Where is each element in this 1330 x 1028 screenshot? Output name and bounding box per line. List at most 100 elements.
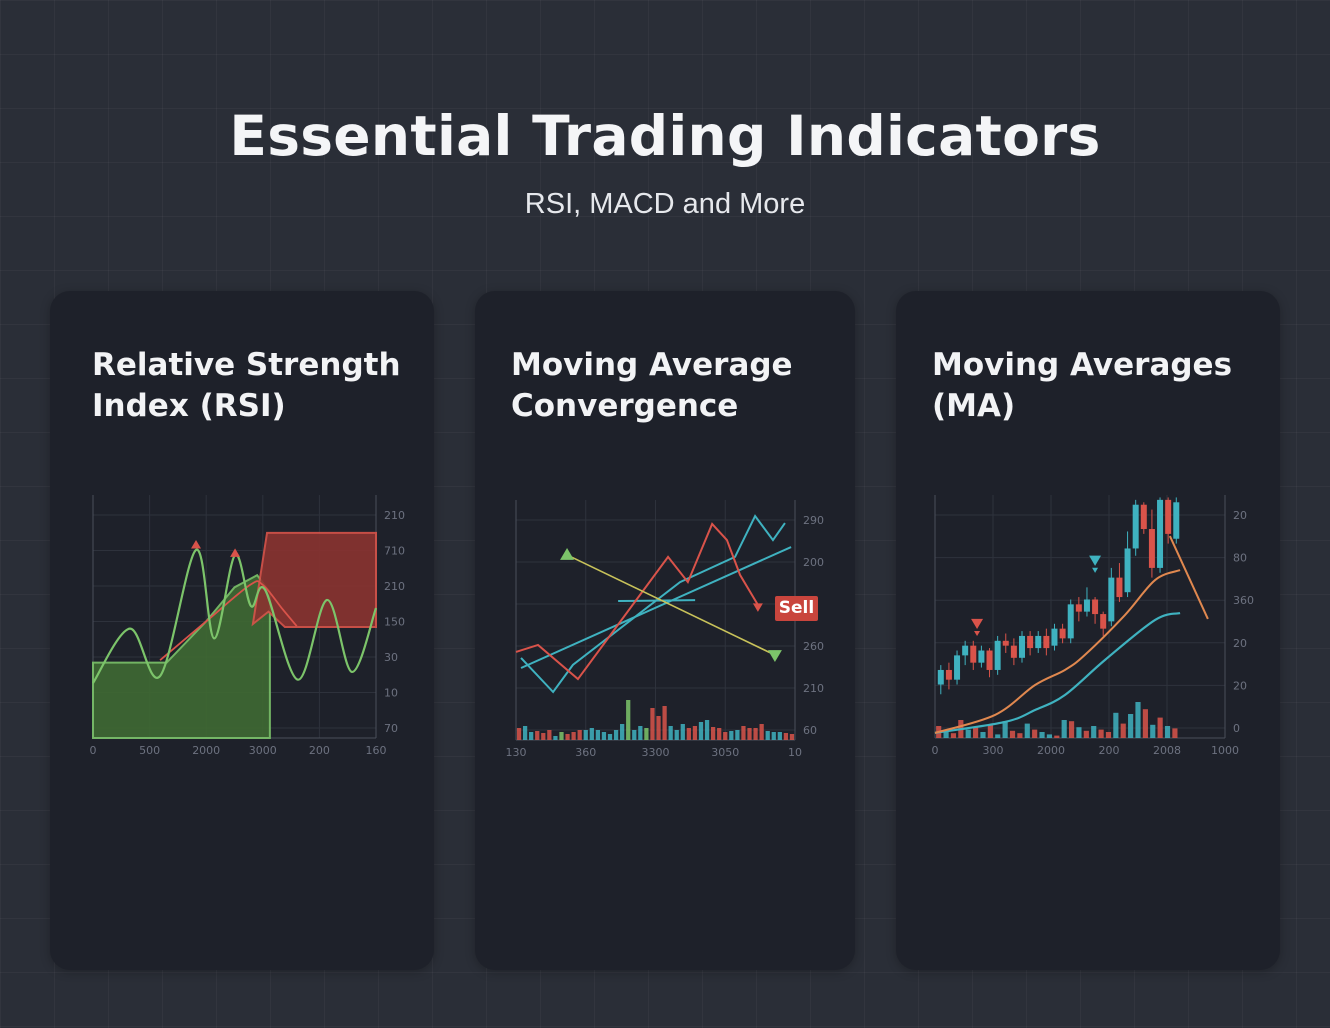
volume-bar bbox=[1164, 726, 1171, 738]
volume-bar bbox=[613, 730, 619, 740]
volume-bar bbox=[1009, 730, 1016, 738]
candle-body bbox=[970, 645, 977, 663]
y-tick-label: 360 bbox=[1233, 594, 1254, 607]
volume-bar bbox=[516, 728, 522, 740]
volume-bar bbox=[547, 730, 552, 740]
volume-bar bbox=[783, 733, 789, 740]
rsi-line bbox=[92, 548, 378, 684]
volume-bar bbox=[741, 726, 746, 740]
volume-bar bbox=[1046, 734, 1053, 738]
candle-body bbox=[1140, 504, 1147, 530]
volume-bar bbox=[650, 708, 655, 740]
y-tick-label: 0 bbox=[1233, 722, 1240, 735]
rsi-chart: 210 710 210 150 30 10 70 0 500 2000 3000 200 160 bbox=[90, 495, 405, 757]
y-tick-label: 70 bbox=[384, 722, 398, 735]
volume-bar bbox=[1128, 714, 1134, 738]
page-title: Essential Trading Indicators bbox=[229, 104, 1101, 168]
candle-body bbox=[1124, 548, 1131, 593]
volume-bar bbox=[1017, 733, 1023, 738]
x-tick-label: 2000 bbox=[1037, 744, 1065, 757]
candle-body bbox=[937, 669, 944, 685]
x-tick-label: 500 bbox=[139, 744, 160, 757]
price-drop-line bbox=[1168, 535, 1209, 620]
y-tick-label: 210 bbox=[384, 509, 405, 522]
volume-bar bbox=[589, 728, 594, 740]
candle-body bbox=[1043, 635, 1050, 649]
candle-body bbox=[1100, 614, 1107, 629]
x-tick-label: 160 bbox=[366, 744, 387, 757]
x-tick-label: 360 bbox=[575, 746, 596, 759]
oversold-zone bbox=[92, 573, 271, 739]
volume-bar bbox=[765, 731, 770, 740]
y-tick-label: 30 bbox=[384, 651, 398, 664]
volume-bar bbox=[943, 730, 949, 738]
candle-body bbox=[1173, 502, 1180, 539]
x-tick-label: 1000 bbox=[1211, 744, 1239, 757]
volume-bar bbox=[535, 731, 540, 740]
macd-card: Moving Average Convergence bbox=[475, 291, 855, 970]
volume-bar bbox=[1032, 729, 1038, 738]
candle-body bbox=[1132, 504, 1139, 549]
x-tick-label: 200 bbox=[1099, 744, 1120, 757]
volume-bar bbox=[771, 732, 776, 740]
volume-bar bbox=[595, 730, 601, 740]
volume-bar bbox=[717, 728, 722, 740]
volume-bar bbox=[1172, 728, 1178, 738]
volume-bar bbox=[565, 734, 570, 740]
candle-body bbox=[1010, 645, 1017, 658]
candle-body bbox=[1157, 499, 1164, 568]
card-title-line: Index (RSI) bbox=[92, 388, 286, 424]
volume-bar bbox=[644, 728, 649, 740]
divergence-arrow-line bbox=[566, 554, 776, 656]
y-tick-label: 710 bbox=[384, 545, 405, 558]
macd-card-title: Moving Average Convergence bbox=[511, 345, 851, 427]
y-tick-label: 20 bbox=[1233, 509, 1247, 522]
x-tick-label: 200 bbox=[309, 744, 330, 757]
volume-bar bbox=[601, 732, 607, 740]
candle-body bbox=[1067, 604, 1074, 639]
candle-body bbox=[986, 650, 993, 670]
ma-card: Moving Averages (MA) bbox=[896, 291, 1280, 970]
candle-body bbox=[1019, 635, 1025, 658]
candle-body bbox=[1116, 577, 1123, 598]
volume-bar bbox=[674, 730, 679, 740]
volume-bar bbox=[638, 726, 643, 740]
volume-bar bbox=[1098, 729, 1104, 738]
volume-bar bbox=[1120, 723, 1126, 738]
page-subtitle: RSI, MACD and More bbox=[524, 188, 806, 220]
volume-bar bbox=[656, 716, 661, 740]
x-tick-label: 130 bbox=[506, 746, 527, 759]
volume-bar bbox=[632, 730, 637, 740]
signal-marker-icon bbox=[974, 630, 981, 637]
candle-body bbox=[1002, 640, 1009, 646]
volume-bar bbox=[553, 736, 558, 740]
volume-bar bbox=[735, 730, 740, 740]
volume-bar bbox=[747, 728, 752, 740]
volume-bar bbox=[686, 728, 691, 740]
card-title-line: Moving Averages bbox=[932, 347, 1233, 383]
volume-bar bbox=[698, 722, 704, 740]
price-line bbox=[515, 522, 759, 681]
signal-trend-line bbox=[520, 546, 792, 669]
candle-body bbox=[954, 655, 961, 680]
x-tick-label: 3300 bbox=[642, 746, 670, 759]
fast-moving-average-line bbox=[934, 569, 1181, 734]
signal-triangle-icon bbox=[191, 540, 202, 549]
macd-line bbox=[520, 514, 786, 694]
candle-body bbox=[1059, 628, 1066, 639]
volume-bar bbox=[1091, 726, 1097, 738]
volume-bar bbox=[692, 726, 698, 740]
volume-bar bbox=[789, 734, 795, 740]
rsi-card-title: Relative Strength Index (RSI) bbox=[92, 345, 432, 427]
y-tick-label: 20 bbox=[1233, 637, 1247, 650]
card-title-line: (MA) bbox=[932, 388, 1016, 424]
volume-bar bbox=[1068, 721, 1075, 738]
x-tick-label: 0 bbox=[932, 744, 939, 757]
volume-bar bbox=[710, 727, 716, 740]
volume-bar bbox=[980, 732, 986, 738]
signal-marker-icon bbox=[1092, 567, 1099, 573]
arrowhead-up-icon bbox=[560, 547, 575, 560]
x-tick-label: 300 bbox=[983, 744, 1004, 757]
candle-body bbox=[1148, 529, 1155, 568]
slow-moving-average-line bbox=[934, 612, 1181, 734]
